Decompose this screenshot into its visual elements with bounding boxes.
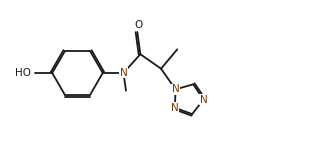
Text: O: O: [134, 20, 142, 30]
Text: N: N: [120, 68, 127, 78]
Text: N: N: [171, 103, 179, 113]
Text: N: N: [172, 84, 179, 94]
Text: HO: HO: [14, 68, 30, 78]
Text: N: N: [200, 95, 208, 105]
